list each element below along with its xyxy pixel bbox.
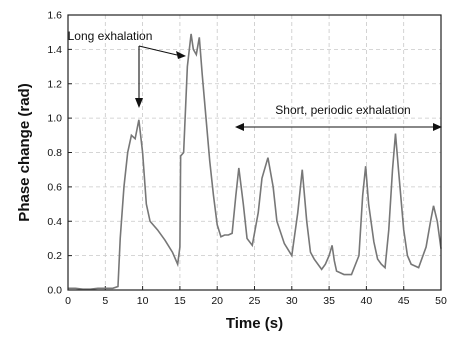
arrow-head-long-down <box>135 98 143 108</box>
y-tick-label: 0.8 <box>47 147 62 159</box>
arrow-head-short-right <box>433 123 442 131</box>
y-tick-label: 1.6 <box>47 10 62 22</box>
annotation-long-exhalation: Long exhalation <box>68 29 153 43</box>
arrow-head-short-left <box>235 123 244 131</box>
y-tick-label: 0.2 <box>47 250 62 262</box>
arrow-head-long-right <box>176 51 186 59</box>
x-tick-label: 50 <box>435 295 447 307</box>
x-axis-title: Time (s) <box>226 315 283 332</box>
series-line <box>68 33 442 290</box>
x-tick-label: 10 <box>137 295 149 307</box>
x-tick-label: 30 <box>286 295 298 307</box>
arrow-long-exhalation-right <box>138 45 178 56</box>
y-tick-label: 1.2 <box>47 78 62 90</box>
x-tick-label: 5 <box>102 295 108 307</box>
grid <box>68 15 441 290</box>
x-axis-ticks: 0 5 10 15 20 25 30 35 40 45 50 <box>65 286 447 307</box>
x-tick-label: 45 <box>398 295 410 307</box>
y-tick-label: 1.0 <box>47 113 62 125</box>
x-tick-label: 35 <box>323 295 335 307</box>
x-tick-label: 25 <box>249 295 261 307</box>
y-tick-label: 1.4 <box>47 44 62 56</box>
y-axis-title: Phase change (rad) <box>16 83 33 221</box>
y-tick-label: 0.0 <box>47 285 62 297</box>
x-tick-label: 20 <box>211 295 223 307</box>
y-tick-label: 0.4 <box>47 216 62 228</box>
x-tick-label: 15 <box>174 295 186 307</box>
x-tick-label: 40 <box>361 295 373 307</box>
y-tick-label: 0.6 <box>47 181 62 193</box>
annotation-short-periodic-exhalation: Short, periodic exhalation <box>275 103 410 117</box>
y-axis-ticks: 0.0 0.2 0.4 0.6 0.8 1.0 1.2 1.4 1.6 <box>47 10 72 297</box>
plot-frame <box>67 14 442 291</box>
x-tick-label: 0 <box>65 295 71 307</box>
